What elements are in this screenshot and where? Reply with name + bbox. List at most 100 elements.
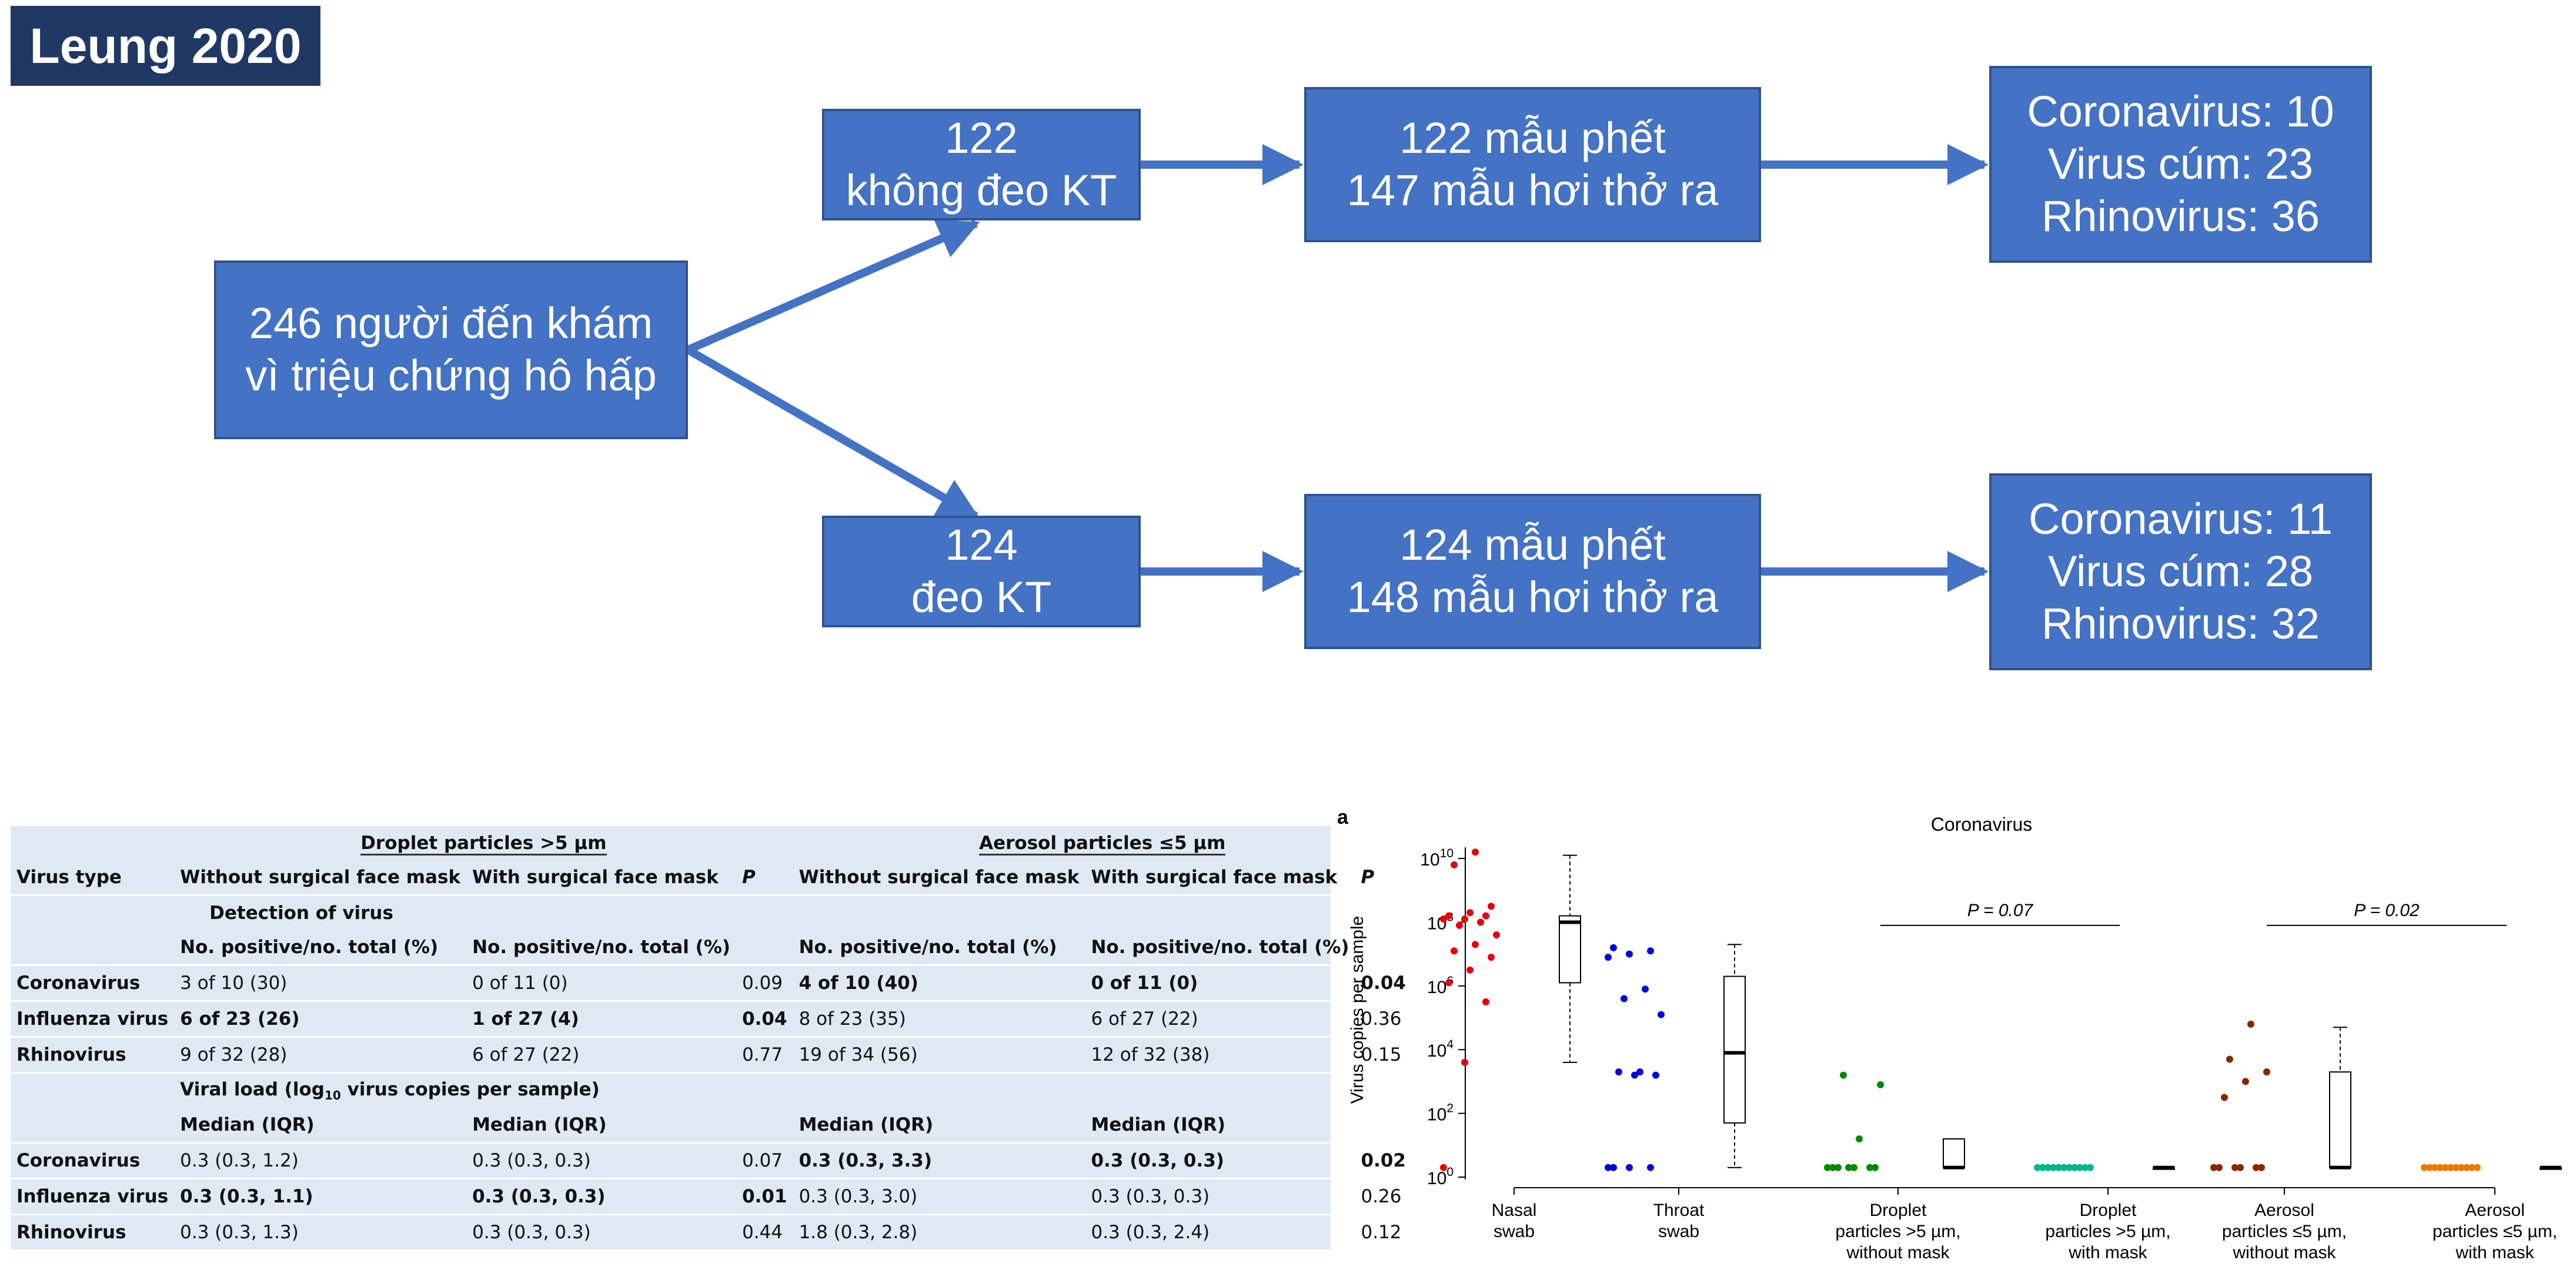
x-tick-label: without mask: [1846, 1243, 1950, 1262]
x-tick-label: Aerosol: [2254, 1201, 2314, 1220]
section-detection: Detection of virus: [174, 894, 1412, 930]
mask-swab-samples: 124 mẫu phết: [1399, 520, 1666, 570]
data-point: [1647, 1164, 1654, 1171]
data-point: [1451, 947, 1458, 955]
source-line-1: 246 người đến khám: [249, 299, 653, 348]
detection-droplet-p: 0.77: [736, 1036, 793, 1073]
x-tick-label: particles ≤5 µm,: [2222, 1222, 2347, 1241]
data-point: [1445, 912, 1452, 920]
group-header-aerosol: Aerosol particles ≤5 µm: [979, 833, 1226, 855]
load-virus: Rhinovirus: [11, 1214, 175, 1249]
mask-samples-box: 124 mẫu phết 148 mẫu hơi thở ra: [1304, 494, 1761, 649]
load-unit-droplet-without: Median (IQR): [180, 1114, 315, 1135]
header-aerosol-with: With surgical face mask: [1091, 867, 1338, 888]
load-unit-droplet-with: Median (IQR): [472, 1114, 607, 1135]
header-virus-type: Virus type: [16, 867, 122, 888]
load-aerosol-p: 0.02: [1355, 1142, 1412, 1179]
data-point: [1647, 947, 1654, 955]
section-viral-load: Viral load (log10 virus copies per sampl…: [174, 1072, 1412, 1108]
data-point: [2039, 1164, 2046, 1171]
x-tick-label: particles >5 µm,: [1835, 1222, 1960, 1241]
data-point: [1605, 954, 1612, 961]
data-point: [2071, 1164, 2078, 1171]
y-axis-label: Virus copies per sample: [1348, 916, 1367, 1104]
data-point: [1829, 1164, 1836, 1171]
data-point: [2221, 1094, 2228, 1101]
data-point: [1610, 1164, 1617, 1171]
data-point: [1824, 1164, 1831, 1171]
data-point: [1445, 979, 1452, 987]
mask-breath-samples: 148 mẫu hơi thở ra: [1347, 573, 1719, 621]
chart-title: Coronavirus: [1931, 814, 2033, 835]
data-point: [2231, 1164, 2238, 1171]
data-point: [1472, 941, 1479, 948]
data-point: [1440, 1164, 1447, 1171]
data-point: [1872, 1164, 1879, 1171]
data-point: [1840, 1071, 1847, 1079]
data-point: [1642, 985, 1649, 993]
table-row: Rhinovirus 9 of 32 (28) 6 of 27 (22) 0.77 19…: [11, 1036, 1412, 1073]
data-point: [2055, 1164, 2062, 1171]
detection-unit-aerosol-with: No. positive/no. total (%): [1091, 937, 1349, 958]
detection-droplet-p: 0.09: [736, 964, 793, 1001]
data-point: [2258, 1164, 2265, 1171]
detection-droplet-without: 9 of 32 (28): [174, 1036, 467, 1073]
flow-arrows: [686, 144, 1989, 592]
load-aerosol-p: 0.26: [1355, 1178, 1412, 1215]
data-point: [1636, 1068, 1643, 1076]
coronavirus-chart: a Coronavirus Virus copies per sample 100 10…: [1337, 806, 2562, 1262]
data-point: [1621, 995, 1628, 1002]
data-point: [1482, 912, 1489, 920]
data-point: [2034, 1164, 2041, 1171]
x-tick-label: particles ≤5 µm,: [2433, 1222, 2557, 1241]
no-mask-count: 122: [945, 113, 1018, 163]
detection-aerosol-without: 8 of 23 (35): [793, 1000, 1085, 1037]
detection-unit-aerosol-without: No. positive/no. total (%): [798, 937, 1057, 958]
data-point: [2050, 1164, 2057, 1171]
detection-droplet-with: 0 of 11 (0): [466, 964, 737, 1001]
x-tick-label: Droplet: [1870, 1201, 1927, 1220]
data-point: [1845, 1164, 1852, 1171]
detection-aerosol-with: 0 of 11 (0): [1085, 964, 1355, 1001]
x-tick-label: Droplet: [2080, 1201, 2137, 1220]
table-row: Coronavirus 0.3 (0.3, 1.2) 0.3 (0.3, 0.3) 0…: [11, 1142, 1412, 1179]
source-line-2: vì triệu chứng hô hấp: [245, 351, 657, 400]
data-point: [1626, 950, 1633, 958]
mask-result-influenza: Virus cúm: 28: [2047, 547, 2314, 596]
detection-droplet-without: 3 of 10 (30): [174, 964, 467, 1001]
box: [1559, 915, 1581, 984]
no-mask-samples-box: 122 mẫu phết 147 mẫu hơi thở ra: [1304, 87, 1761, 242]
table-row: Coronavirus 3 of 10 (30) 0 of 11 (0) 0.09 4 …: [11, 964, 1412, 1001]
data-point: [2474, 1164, 2481, 1171]
y-tick-label: 104: [1427, 1038, 1454, 1061]
no-mask-breath-samples: 147 mẫu hơi thở ra: [1347, 166, 1719, 215]
table-row: Influenza virus 6 of 23 (26) 1 of 27 (4) 0.…: [11, 1000, 1412, 1037]
data-point: [1605, 1164, 1612, 1171]
load-unit-aerosol-without: Median (IQR): [798, 1114, 934, 1135]
detection-unit-droplet-without: No. positive/no. total (%): [180, 937, 439, 958]
load-unit-aerosol-with: Median (IQR): [1091, 1114, 1226, 1135]
no-mask-label: không đeo KT: [846, 166, 1117, 215]
detection-aerosol-with: 6 of 27 (22): [1085, 1000, 1355, 1037]
p-value-label: P = 0.02: [2354, 901, 2420, 920]
load-aerosol-p: 0.12: [1355, 1214, 1412, 1249]
data-point: [1626, 1164, 1633, 1171]
data-point: [1451, 861, 1458, 868]
data-point: [1877, 1081, 1884, 1088]
no-mask-swab-samples: 122 mẫu phết: [1399, 113, 1666, 163]
data-point: [2442, 1164, 2449, 1171]
data-point: [2426, 1164, 2433, 1171]
load-droplet-with: 0.3 (0.3, 0.3): [466, 1214, 737, 1249]
data-point: [2066, 1164, 2073, 1171]
data-point: [2226, 1055, 2233, 1063]
load-droplet-without: 0.3 (0.3, 1.3): [174, 1214, 467, 1249]
detection-aerosol-p: 0.15: [1355, 1036, 1412, 1073]
data-point: [2242, 1078, 2249, 1085]
no-mask-results-box: Coronavirus: 10 Virus cúm: 23 Rhinovirus…: [1989, 66, 2372, 263]
load-droplet-p: 0.07: [736, 1142, 793, 1179]
table-row: Influenza virus 0.3 (0.3, 1.1) 0.3 (0.3, 0…: [11, 1178, 1412, 1215]
table-row: Rhinovirus 0.3 (0.3, 1.3) 0.3 (0.3, 0.3) 0.…: [11, 1214, 1412, 1249]
detection-droplet-with: 1 of 27 (4): [466, 1000, 737, 1037]
data-point: [1461, 915, 1468, 923]
header-droplet-without: Without surgical face mask: [180, 867, 461, 888]
